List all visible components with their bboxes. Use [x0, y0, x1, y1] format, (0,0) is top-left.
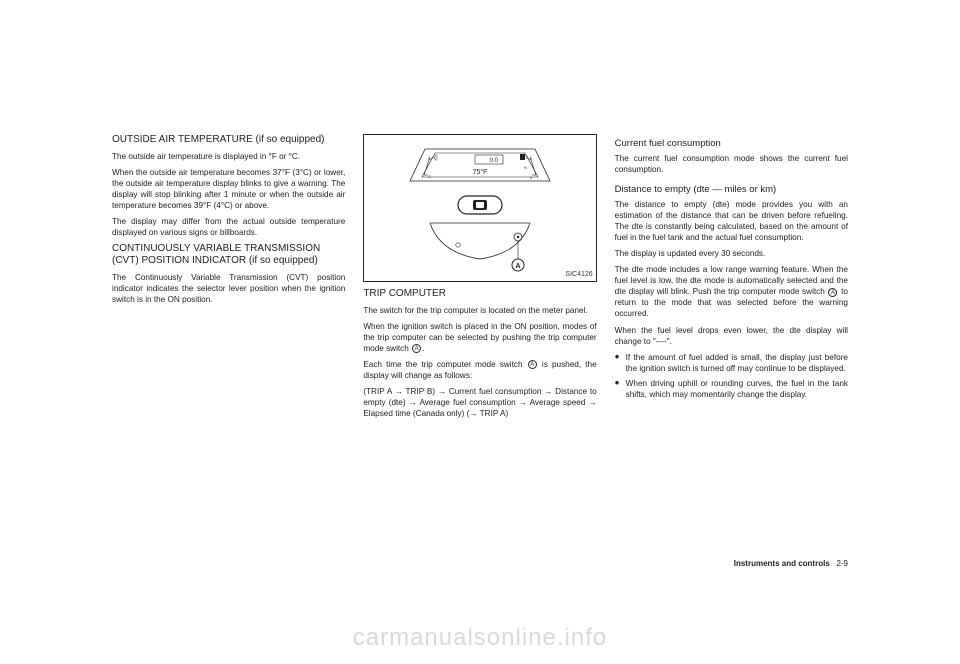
manual-page: OUTSIDE AIR TEMPERATURE (if so equipped)…	[0, 0, 960, 664]
content-columns: OUTSIDE AIR TEMPERATURE (if so equipped)…	[112, 134, 848, 552]
para-part: The dte mode includes a low range warnin…	[615, 265, 848, 296]
para-part: When the ignition switch is placed in th…	[363, 322, 596, 353]
heading-cvt: CONTINUOUSLY VARIABLE TRANSMISSION (CVT)…	[112, 243, 345, 268]
heading-dte: Distance to empty (dte — miles or km)	[615, 184, 848, 196]
para: The switch for the trip computer is loca…	[363, 305, 596, 316]
heading-outside-air: OUTSIDE AIR TEMPERATURE (if so equipped)	[112, 134, 345, 147]
para: The display is updated every 30 seconds.	[615, 248, 848, 259]
temp-value: 75°F	[473, 168, 488, 176]
bullet-text: When driving uphill or rounding curves, …	[626, 378, 848, 400]
svg-text:½: ½	[524, 165, 528, 170]
figure-label: SIC4126	[565, 270, 592, 279]
para: The distance to empty (dte) mode provide…	[615, 199, 848, 243]
heading-current-fuel: Current fuel consumption	[615, 138, 848, 150]
para: The display may differ from the actual o…	[112, 216, 345, 238]
switch-a-icon: A	[412, 344, 421, 353]
switch-a-icon: A	[528, 360, 537, 369]
para: When the ignition switch is placed in th…	[363, 321, 596, 354]
column-3: Current fuel consumption The current fue…	[615, 134, 848, 552]
para: When the fuel level drops even lower, th…	[615, 325, 848, 347]
odo-value: 0.0	[490, 158, 499, 164]
para: When the outside air temperature becomes…	[112, 167, 345, 211]
svg-text:C: C	[428, 174, 431, 179]
para-part: Each time the trip computer mode switch	[363, 360, 526, 369]
para: (TRIP A → TRIP B) → Current fuel consump…	[363, 386, 596, 419]
footer-page: 2-9	[836, 559, 848, 568]
svg-text:H: H	[432, 155, 435, 160]
para: The current fuel consumption mode shows …	[615, 153, 848, 175]
bullet-text: If the amount of fuel added is small, th…	[626, 352, 848, 374]
dashboard-svg: H C 0.0 75°F ½ 0	[380, 141, 580, 281]
footer-section: Instruments and controls	[734, 559, 830, 568]
bullet-dot-icon: ●	[615, 378, 620, 400]
bullet-dot-icon: ●	[615, 352, 620, 374]
page-footer: Instruments and controls 2-9	[734, 559, 848, 568]
bullet-item: ● If the amount of fuel added is small, …	[615, 352, 848, 374]
bullet-item: ● When driving uphill or rounding curves…	[615, 378, 848, 400]
svg-text:0: 0	[530, 175, 533, 180]
marker-a-label: A	[515, 263, 520, 270]
heading-trip-computer: TRIP COMPUTER	[363, 288, 596, 301]
para: The outside air temperature is displayed…	[112, 151, 345, 162]
column-1: OUTSIDE AIR TEMPERATURE (if so equipped)…	[112, 134, 345, 552]
para: The dte mode includes a low range warnin…	[615, 264, 848, 319]
para: The Continuously Variable Transmission (…	[112, 272, 345, 305]
dashboard-figure: H C 0.0 75°F ½ 0	[363, 134, 596, 282]
para-part: .	[422, 344, 424, 353]
column-2: H C 0.0 75°F ½ 0	[363, 134, 596, 552]
watermark: carmanualsonline.info	[0, 624, 960, 652]
para: Each time the trip computer mode switch …	[363, 359, 596, 381]
switch-a-icon: A	[828, 288, 837, 297]
